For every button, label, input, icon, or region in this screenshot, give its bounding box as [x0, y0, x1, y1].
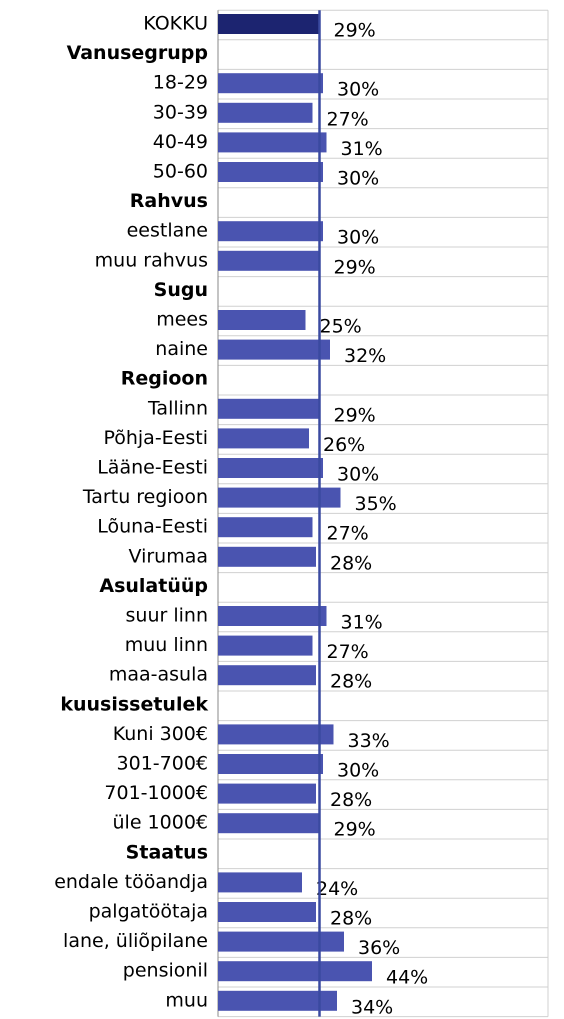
category-label: suur linn [126, 605, 208, 627]
value-label: 28% [330, 908, 372, 930]
category-label: Lääne-Eesti [97, 457, 208, 479]
bar [218, 606, 327, 626]
value-label: 27% [327, 108, 369, 130]
bar [218, 458, 323, 478]
value-label: 24% [316, 878, 358, 900]
value-label: 35% [355, 493, 397, 515]
bar [218, 132, 327, 153]
bar [218, 872, 302, 893]
bar [218, 250, 320, 271]
category-label: muu [165, 989, 208, 1011]
value-label: 31% [341, 612, 383, 634]
bar [218, 310, 306, 330]
bar [218, 961, 372, 982]
bar [218, 546, 316, 567]
value-label: 29% [334, 256, 376, 278]
bar [218, 902, 316, 922]
bar [218, 783, 316, 804]
bar [218, 517, 313, 538]
value-label: 29% [334, 20, 376, 42]
value-label: 30% [337, 79, 379, 101]
category-label: endale tööandja [54, 871, 208, 893]
bar [218, 221, 323, 242]
bar [218, 931, 344, 952]
category-label: muu rahvus [95, 249, 208, 271]
group-header: Rahvus [130, 190, 208, 212]
group-header: Vanusegrupp [67, 42, 208, 64]
value-label: 31% [341, 138, 383, 160]
value-label: 27% [327, 523, 369, 545]
category-label: pensionil [123, 960, 208, 982]
category-label: Virumaa [128, 545, 208, 567]
group-header: Staatus [126, 841, 208, 863]
value-label: 29% [334, 404, 376, 426]
value-label: 33% [348, 730, 390, 752]
category-label: maa-asula [109, 664, 208, 686]
category-label: muu linn [125, 634, 208, 656]
bar [218, 635, 313, 656]
value-label: 28% [330, 789, 372, 811]
category-label: 301-700€ [117, 753, 208, 775]
value-label: 30% [337, 760, 379, 782]
category-label: Põhja-Eesti [103, 427, 208, 449]
category-label: palgatöötaja [89, 901, 208, 923]
value-label: 32% [344, 345, 386, 367]
bar [218, 754, 323, 774]
bar [218, 102, 313, 123]
category-label: Tartu regioon [82, 486, 208, 508]
bar [218, 162, 323, 182]
category-label: mees [156, 309, 208, 331]
bar [218, 665, 316, 686]
value-label: 29% [334, 819, 376, 841]
bar [218, 813, 320, 834]
category-label: Tallinn [147, 397, 208, 419]
category-label: 30-39 [153, 101, 208, 123]
category-label: 701-1000€ [104, 782, 208, 804]
group-header: kuusissetulek [60, 693, 208, 715]
value-label: 34% [351, 996, 393, 1018]
category-label: 40-49 [153, 131, 208, 153]
category-label: naine [155, 338, 208, 360]
value-label: 28% [330, 552, 372, 574]
value-label: 30% [337, 227, 379, 249]
category-label: Lõuna-Eesti [97, 516, 208, 538]
value-label: 27% [327, 641, 369, 663]
category-label: üle 1000€ [113, 812, 209, 834]
category-label: Kuni 300€ [113, 723, 208, 745]
category-label: eestlane [127, 220, 208, 242]
bar [218, 73, 323, 94]
value-label: 25% [320, 316, 362, 338]
category-label: 18-29 [153, 72, 208, 94]
group-header: Regioon [121, 368, 208, 390]
group-header: Sugu [154, 279, 208, 301]
bar [218, 339, 330, 360]
value-label: 44% [386, 967, 428, 989]
value-label: 30% [337, 464, 379, 486]
bar [218, 990, 337, 1011]
group-header: Asulatüüp [99, 575, 208, 597]
bar [218, 724, 334, 745]
value-label: 30% [337, 168, 379, 190]
category-label: lane, üliõpilane [63, 930, 208, 952]
value-label: 28% [330, 671, 372, 693]
category-label: KOKKU [143, 13, 208, 35]
bar [218, 428, 309, 449]
bar [218, 14, 320, 34]
bar [218, 487, 341, 508]
bar [218, 398, 320, 419]
value-label: 36% [358, 937, 400, 959]
category-label: 50-60 [153, 161, 208, 183]
value-label: 26% [323, 434, 365, 456]
